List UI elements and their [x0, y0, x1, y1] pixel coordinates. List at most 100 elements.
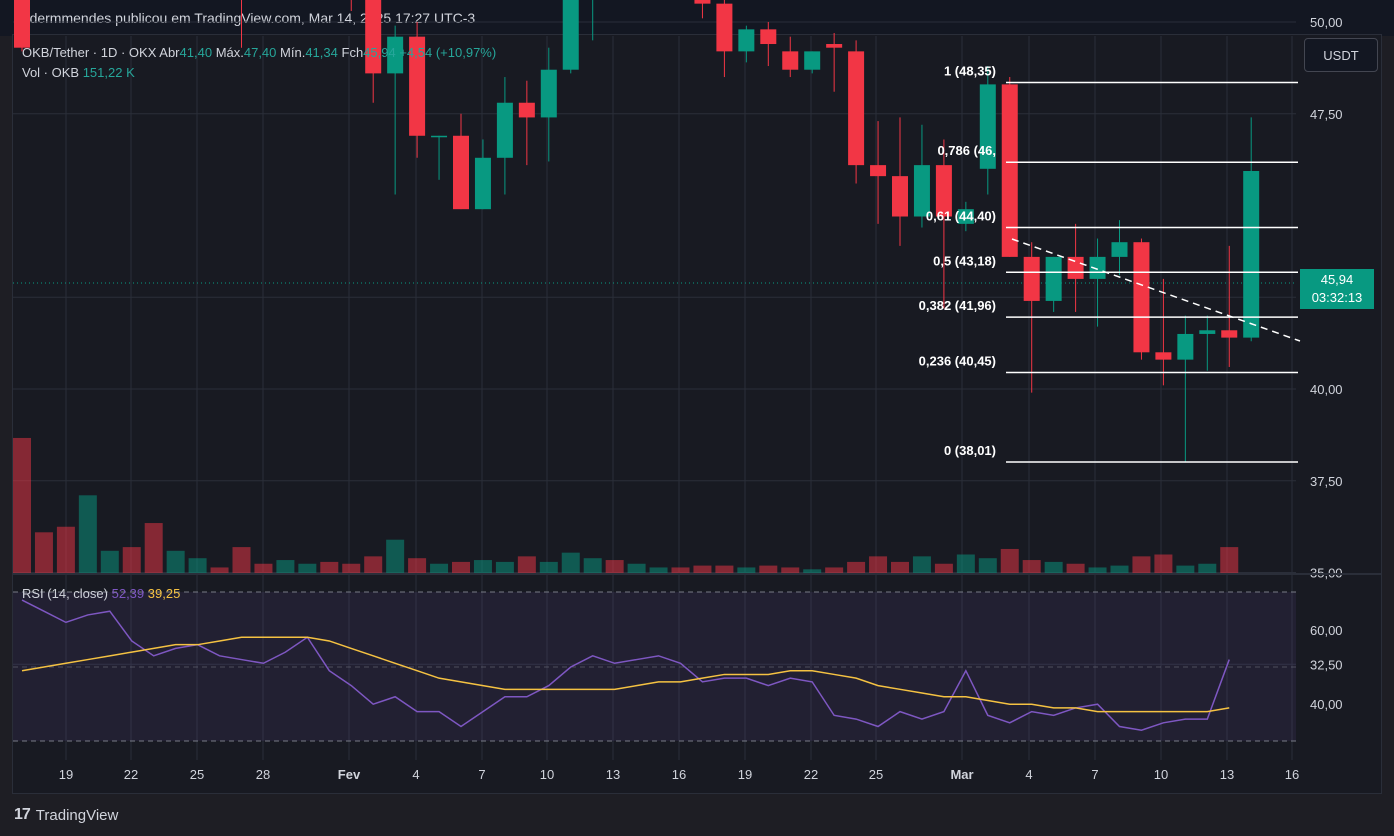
volume-value: 151,22 K — [82, 65, 135, 80]
time-tick: 7 — [478, 767, 485, 782]
volume-bar — [847, 561, 866, 573]
last-price-tag: 45,94 03:32:13 — [1300, 269, 1374, 309]
symbol-legend: OKB/Tether · 1D · OKX Abr41,40 Máx.47,40… — [22, 45, 496, 85]
volume-bar — [627, 563, 646, 573]
trend-line[interactable] — [1011, 238, 1301, 342]
volume-bar — [891, 561, 909, 573]
volume-bar — [100, 550, 119, 573]
symbol-name[interactable]: OKB/Tether · 1D · OKX — [22, 45, 157, 60]
volume-bar — [561, 552, 580, 573]
volume-bar — [1088, 567, 1107, 573]
volume-bar — [210, 567, 229, 573]
tradingview-logo-icon: 17 — [14, 806, 31, 823]
candle-body — [694, 0, 711, 4]
candle-body — [760, 29, 777, 45]
volume-bar — [869, 556, 888, 573]
change-value: +4,54 (+10,97%) — [399, 45, 497, 60]
candle-body — [804, 51, 821, 70]
candle-body — [453, 135, 469, 210]
volume-bar — [386, 539, 405, 573]
volume-bar — [364, 556, 383, 573]
rsi-label[interactable]: RSI (14, close) — [22, 586, 108, 601]
time-tick: 25 — [190, 767, 204, 782]
price-tick: 50,00 — [1310, 15, 1343, 30]
volume-bar — [188, 558, 207, 573]
volume-bar — [298, 563, 317, 573]
time-tick: 13 — [1220, 767, 1234, 782]
volume-bar — [276, 560, 295, 573]
volume-bar — [473, 560, 492, 573]
candle-body — [848, 51, 865, 166]
rsi-legend: RSI (14, close) 52,39 39,25 — [22, 586, 180, 601]
volume-label[interactable]: Vol · OKB — [22, 65, 80, 80]
candle-body — [562, 0, 579, 70]
time-tick: 4 — [1025, 767, 1032, 782]
volume-bar — [342, 563, 361, 573]
candle-body — [913, 165, 930, 217]
volume-bar — [166, 550, 185, 573]
fib-level-label: 0,61 (44,40) — [926, 209, 996, 224]
volume-bar — [495, 561, 514, 573]
fib-level-label: 0 (38,01) — [944, 443, 996, 458]
time-tick: 22 — [804, 767, 818, 782]
volume-bar — [1220, 547, 1239, 573]
candle-body — [870, 165, 887, 177]
volume-bar — [1198, 563, 1217, 573]
rsi-tick: 40,00 — [1310, 697, 1343, 712]
currency-button[interactable]: USDT — [1304, 38, 1378, 72]
candle-body — [782, 51, 799, 70]
candle-body — [892, 176, 908, 217]
candle-body — [1089, 256, 1106, 279]
time-axis: 19 22 25 28 Fev 4 7 10 13 16 19 22 25 Mar 4 7 10 13 16 — [59, 767, 1299, 782]
rsi-tick: 60,00 — [1310, 623, 1343, 638]
time-tick: 19 — [738, 767, 752, 782]
volume-bars — [13, 437, 1239, 573]
price-axis: 55,0052,5050,0047,5042,5040,0037,5035,00… — [1310, 15, 1343, 672]
fib-level-label: 1 (48,35) — [944, 64, 996, 79]
time-tick: 28 — [256, 767, 270, 782]
footer — [0, 794, 1394, 836]
price-tick: 32,50 — [1310, 657, 1343, 672]
rsi-value: 52,39 — [111, 586, 145, 601]
volume-bar — [605, 560, 624, 573]
volume-bar — [1154, 554, 1173, 573]
last-price-value: 45,94 — [1320, 272, 1354, 287]
volume-bar — [539, 561, 558, 573]
open-value: 41,40 — [179, 45, 213, 60]
grid-lines — [13, 21, 1296, 760]
candle-body — [1111, 242, 1128, 257]
tradingview-brand[interactable]: 17 TradingView — [14, 806, 118, 824]
volume-bar — [320, 561, 339, 573]
candle-body — [1067, 256, 1084, 279]
time-tick: Mar — [950, 767, 973, 782]
price-tick: 47,50 — [1310, 107, 1343, 122]
candle-body — [1199, 330, 1216, 334]
candle-body — [387, 36, 404, 74]
volume-bar — [781, 567, 800, 573]
time-tick: 10 — [540, 767, 554, 782]
open-label: Abr — [159, 45, 180, 60]
candle-body — [409, 36, 426, 136]
candle-body — [716, 3, 733, 52]
candle-body — [1155, 352, 1172, 360]
high-value: 47,40 — [243, 45, 277, 60]
time-tick: 16 — [1285, 767, 1299, 782]
time-tick: 7 — [1091, 767, 1098, 782]
price-tick: 37,50 — [1310, 474, 1343, 489]
time-tick: 16 — [672, 767, 686, 782]
fib-level-label: 0,786 (46, — [937, 143, 996, 158]
candle-body — [935, 165, 952, 217]
time-tick: 19 — [59, 767, 73, 782]
volume-bar — [1066, 563, 1085, 573]
candle-body — [518, 102, 535, 118]
volume-bar — [254, 563, 273, 573]
volume-bar — [56, 526, 75, 573]
volume-bar — [912, 556, 931, 573]
volume-bar — [737, 567, 756, 573]
volume-bar — [78, 495, 97, 573]
candle-body — [365, 0, 382, 74]
rsi-ma-line — [21, 636, 1230, 713]
time-tick: 25 — [869, 767, 883, 782]
bar-countdown: 03:32:13 — [1311, 290, 1363, 305]
